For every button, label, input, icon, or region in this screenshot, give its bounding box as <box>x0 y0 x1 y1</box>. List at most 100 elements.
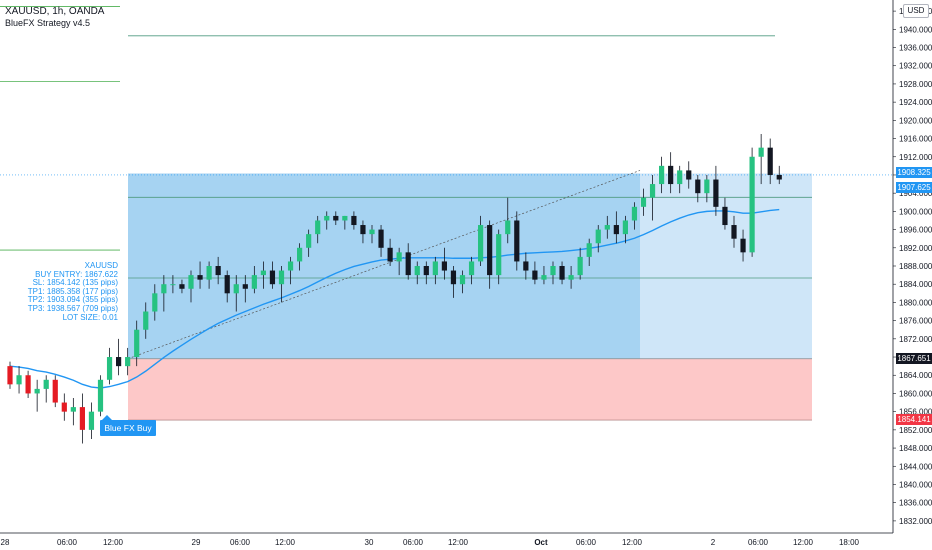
candle-body <box>79 407 85 430</box>
price-tick-label: 1904.000 <box>899 189 932 198</box>
candle-body <box>351 215 357 226</box>
price-tick-label: 1832.000 <box>899 517 932 526</box>
candle-body <box>88 411 95 430</box>
price-tick-label: 1884.000 <box>899 280 932 289</box>
candle-body <box>251 275 257 289</box>
candle-body <box>161 284 167 294</box>
price-tag: 1867.651 <box>896 352 932 364</box>
candle-body <box>487 225 493 276</box>
time-tick-label: 12:00 <box>103 538 124 547</box>
candle-body <box>369 229 375 235</box>
time-tick-label: 12:00 <box>448 538 469 547</box>
candle-body <box>767 147 773 175</box>
price-tick-label: 1912.000 <box>899 153 932 162</box>
candle-body <box>541 275 547 280</box>
candle-body <box>106 357 113 380</box>
candle-body <box>532 270 538 280</box>
candle-body <box>378 229 384 248</box>
candle-body <box>668 165 674 185</box>
candle-body <box>297 247 303 262</box>
buy-signal-label[interactable]: Blue FX Buy <box>100 415 156 436</box>
info-line: BUY ENTRY: 1867.622 <box>35 269 118 279</box>
candle-body <box>713 179 719 207</box>
candle-body <box>478 225 484 262</box>
price-tick-label: 1900.000 <box>899 207 932 216</box>
price-tick-label: 1856.000 <box>899 408 932 417</box>
time-tick-label: 18:00 <box>839 538 860 547</box>
candle-body <box>595 229 601 244</box>
symbol-title: XAUUSD, 1h, OANDA <box>5 6 105 17</box>
price-tick-label: 1864.000 <box>899 371 932 380</box>
candle-body <box>242 284 248 289</box>
candle-body <box>333 215 339 221</box>
candle-body <box>468 261 475 276</box>
time-tick-label: 12:00 <box>793 538 814 547</box>
price-tick-label: 1860.000 <box>899 389 932 398</box>
candle-body <box>43 379 49 389</box>
time-tick-label: 12:00 <box>275 538 296 547</box>
candle-body <box>505 220 511 235</box>
candle-body <box>315 220 321 235</box>
candle-body <box>631 206 638 221</box>
candle-body <box>125 357 131 367</box>
indicator-title: BlueFX Strategy v4.5 <box>5 18 91 28</box>
candle-body <box>423 266 429 276</box>
candle-body <box>740 238 746 253</box>
candle-body <box>649 184 656 198</box>
candle-body <box>659 165 665 185</box>
candle-body <box>206 266 212 280</box>
currency-button[interactable]: USD <box>903 4 929 18</box>
candle-body <box>496 234 502 276</box>
candle-body <box>7 366 13 385</box>
candle-body <box>260 270 266 276</box>
candle-body <box>188 275 194 289</box>
time-tick-label: Oct <box>534 538 548 547</box>
time-tick-label: 06:00 <box>230 538 251 547</box>
candle-body <box>722 206 728 226</box>
candle-body <box>179 284 185 289</box>
candle-body <box>586 243 592 257</box>
price-axis-bg <box>893 0 932 550</box>
candle-body <box>97 379 104 412</box>
candle-body <box>414 266 420 276</box>
candle-body <box>224 275 230 294</box>
profit-zone-projection <box>640 173 812 359</box>
candle-body <box>405 252 411 276</box>
candle-body <box>432 261 438 276</box>
price-tick-label: 1896.000 <box>899 226 932 235</box>
price-tick-label: 1924.000 <box>899 98 932 107</box>
loss-zone <box>128 358 812 421</box>
price-tag: 1907.625 <box>896 181 932 193</box>
candle-body <box>622 220 628 235</box>
candle-body <box>70 407 76 412</box>
time-tick-label: 12:00 <box>622 538 643 547</box>
candle-body <box>233 284 239 294</box>
candle-body <box>459 275 466 285</box>
candle-body <box>441 261 447 271</box>
candle-body <box>604 225 610 230</box>
candle-body <box>613 225 619 235</box>
price-tag: 1908.325 <box>896 167 932 179</box>
price-tick-label: 1916.000 <box>899 135 932 144</box>
candle-body <box>640 197 647 207</box>
candle-body <box>170 284 176 286</box>
candle-body <box>143 311 149 330</box>
candle-body <box>731 225 737 239</box>
candle-body <box>306 234 312 248</box>
info-line: TP3: 1938.567 (709 pips) <box>27 303 118 313</box>
time-tick-label: 28 <box>1 538 10 547</box>
candle-body <box>450 270 457 285</box>
price-tick-label: 1940.000 <box>899 25 932 34</box>
time-tick-label: 30 <box>365 538 374 547</box>
price-tick-label: 1936.000 <box>899 44 932 53</box>
candle-body <box>278 270 285 285</box>
price-tick-label: 1844.000 <box>899 462 932 471</box>
trade-info-box: XAUUSD BUY ENTRY: 1867.622 SL: 1854.142 … <box>27 261 118 322</box>
candle-body <box>776 174 782 180</box>
info-line: TP2: 1903.094 (355 pips) <box>27 295 118 305</box>
time-tick-label: 06:00 <box>57 538 78 547</box>
time-tick-label: 06:00 <box>576 538 597 547</box>
price-tick-label: 1848.000 <box>899 444 932 453</box>
